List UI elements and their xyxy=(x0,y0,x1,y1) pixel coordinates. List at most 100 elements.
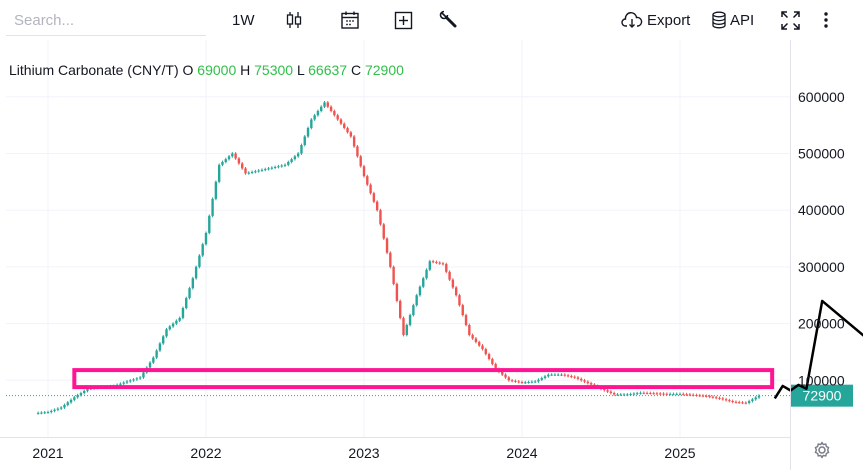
add-indicator-button[interactable] xyxy=(394,8,413,32)
candle xyxy=(612,393,616,395)
candle xyxy=(296,153,300,157)
candle xyxy=(306,127,310,137)
candle xyxy=(63,404,66,408)
export-label: Export xyxy=(647,11,691,29)
high-label: H xyxy=(240,62,251,78)
projection-arrow xyxy=(773,299,863,400)
candle xyxy=(510,380,514,382)
candle xyxy=(224,159,227,163)
candle xyxy=(744,402,748,404)
candle xyxy=(580,378,583,381)
candle xyxy=(119,383,122,385)
candle xyxy=(323,102,326,107)
candle xyxy=(711,396,715,398)
candle xyxy=(316,110,320,116)
annotations-layer: 72900 xyxy=(6,299,863,407)
candle xyxy=(520,382,524,384)
candle xyxy=(478,342,481,346)
candle xyxy=(566,375,570,377)
candle xyxy=(616,394,619,396)
candle xyxy=(211,198,214,216)
candle xyxy=(435,261,438,263)
candle xyxy=(260,169,264,171)
candle xyxy=(217,164,221,182)
candle xyxy=(514,380,517,382)
wrench-icon xyxy=(439,10,459,30)
candle xyxy=(369,184,372,194)
candle xyxy=(747,401,751,403)
candle xyxy=(320,106,323,111)
candle xyxy=(201,244,204,256)
low-label: L xyxy=(296,62,305,78)
candle xyxy=(138,377,142,379)
candle xyxy=(356,146,359,157)
candle xyxy=(79,393,83,396)
candle xyxy=(622,394,626,396)
candle xyxy=(129,380,132,382)
symbol-name: Lithium Carbonate (CNY/T) xyxy=(9,62,179,78)
candle xyxy=(757,395,761,398)
fullscreen-button[interactable] xyxy=(781,8,800,32)
candle xyxy=(326,102,329,107)
candle xyxy=(550,374,553,376)
candle xyxy=(530,381,534,383)
more-button[interactable] xyxy=(821,8,831,32)
candle xyxy=(619,394,622,396)
candle xyxy=(540,378,543,380)
y-tick-label: 400000 xyxy=(798,202,845,218)
candle xyxy=(632,393,636,395)
candle xyxy=(543,376,547,379)
candle xyxy=(724,399,728,401)
candle xyxy=(329,106,333,111)
candle xyxy=(471,334,474,339)
x-axis: 2021 2022 2023 2024 2025 xyxy=(0,437,790,461)
candle xyxy=(135,378,139,380)
calendar-button[interactable] xyxy=(340,8,360,32)
candle xyxy=(504,374,507,378)
candle xyxy=(372,193,376,202)
candle xyxy=(310,119,313,128)
candle xyxy=(527,382,530,384)
candle xyxy=(194,266,198,279)
y-tick-label: 300000 xyxy=(798,259,845,275)
close-value: 72900 xyxy=(364,62,404,78)
candle xyxy=(264,169,267,171)
candle xyxy=(152,357,155,363)
settings-tool-button[interactable] xyxy=(439,8,459,32)
candle xyxy=(283,164,287,166)
candle xyxy=(339,119,343,124)
candle xyxy=(250,171,254,173)
candle xyxy=(303,136,306,145)
chart-settings-button[interactable] xyxy=(812,440,832,460)
candle xyxy=(241,163,244,169)
candle xyxy=(507,377,511,381)
x-tick-label: 2024 xyxy=(506,445,537,461)
candle xyxy=(659,393,662,395)
export-button[interactable]: Export xyxy=(621,8,690,32)
candle xyxy=(626,394,629,396)
candle xyxy=(267,168,270,170)
y-axis: 600000 500000 400000 300000 200000 100000 xyxy=(790,40,845,470)
close-label: C xyxy=(350,62,362,78)
candle xyxy=(682,393,685,395)
candle xyxy=(349,132,353,137)
candle xyxy=(247,172,250,174)
calendar-icon xyxy=(340,10,360,30)
y-tick-label: 100000 xyxy=(798,372,845,388)
candle xyxy=(287,162,290,165)
candle xyxy=(649,393,652,395)
api-button[interactable]: API xyxy=(711,8,754,32)
candle xyxy=(583,380,586,382)
candle xyxy=(468,325,471,335)
candle xyxy=(441,263,445,265)
y-tick-label: 500000 xyxy=(798,146,845,162)
candle xyxy=(458,295,461,306)
candles-button[interactable] xyxy=(285,8,303,32)
candle xyxy=(675,393,678,395)
search-input[interactable] xyxy=(6,6,206,36)
candle xyxy=(69,399,73,403)
candle xyxy=(461,305,464,316)
interval-button[interactable]: 1W xyxy=(232,8,255,32)
candle xyxy=(524,382,527,384)
